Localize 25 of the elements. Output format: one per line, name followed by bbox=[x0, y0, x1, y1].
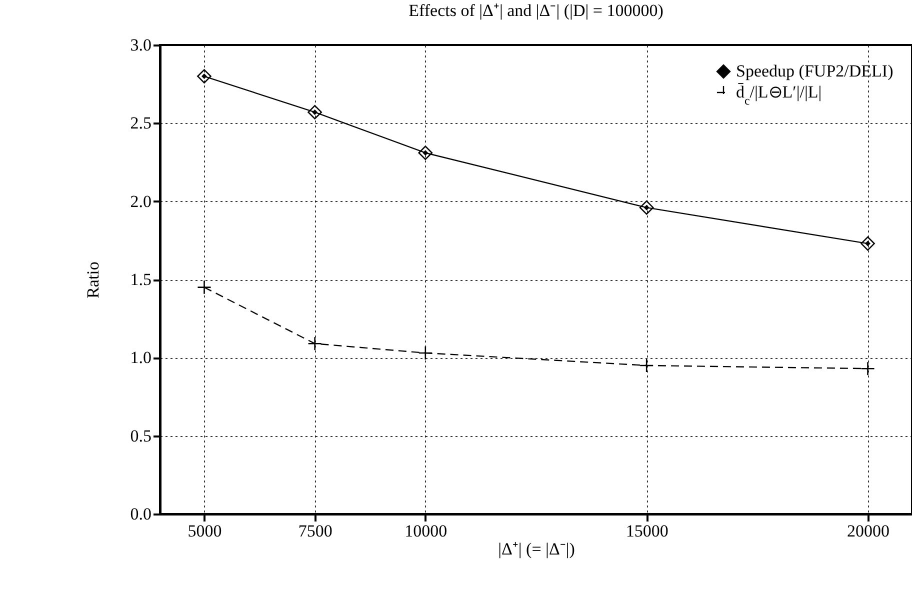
point bbox=[639, 358, 654, 373]
y-tick-label: 0.5 bbox=[130, 426, 152, 446]
y-tick-label: 2.0 bbox=[130, 192, 152, 211]
y-tick-label: 0.0 bbox=[130, 504, 152, 524]
point bbox=[197, 69, 212, 84]
point bbox=[639, 200, 654, 215]
y-axis-title: Ratio bbox=[84, 262, 102, 298]
x-axis-title: |Δ⁺| (= |Δ⁻|) bbox=[498, 540, 575, 558]
y-tick-label: 1.0 bbox=[130, 348, 152, 368]
chart-title: Effects of |Δ⁺| and |Δ⁻| (|D| = 100000) bbox=[408, 1, 664, 20]
point bbox=[418, 346, 433, 360]
y-tick-label: 2.5 bbox=[130, 114, 152, 133]
x-tick-label: 10000 bbox=[404, 522, 448, 540]
y-tick-label: 1.5 bbox=[130, 270, 152, 289]
x-tick-label: 15000 bbox=[626, 522, 668, 540]
x-tick-label: 20000 bbox=[847, 522, 890, 540]
point bbox=[860, 236, 875, 251]
legend-label: Speedup (FUP2/DELI) bbox=[736, 62, 894, 80]
point bbox=[197, 280, 212, 294]
point bbox=[308, 105, 322, 120]
point bbox=[418, 146, 433, 160]
x-tick-label: 7500 bbox=[298, 522, 332, 540]
x-tick-label: 5000 bbox=[188, 522, 222, 540]
legend-label: d̄$_{c}$/|L⊖L′|/|L| bbox=[736, 82, 822, 108]
y-tick-label: 3.0 bbox=[130, 36, 152, 54]
